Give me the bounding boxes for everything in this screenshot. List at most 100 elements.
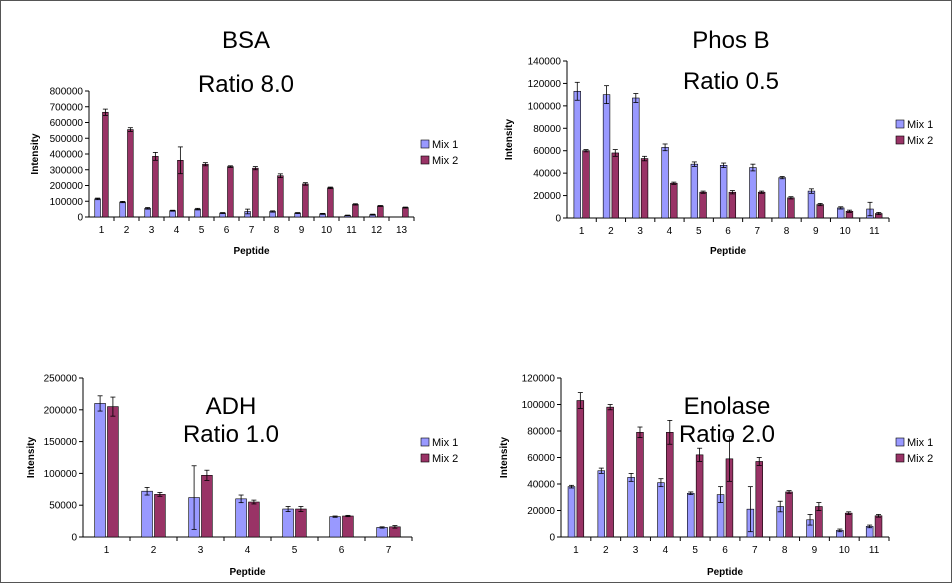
bar-mix1 <box>329 516 341 538</box>
bar-mix1 <box>144 208 151 218</box>
bar-mix1 <box>632 97 640 219</box>
chart-title: BSA <box>222 27 270 54</box>
bar-mix1 <box>749 167 757 219</box>
x-axis-label: Peptide <box>233 246 270 257</box>
bar-mix1 <box>687 492 695 538</box>
y-tick-label: 600000 <box>50 118 84 129</box>
y-tick-label: 100000 <box>528 101 562 112</box>
x-tick-label: 7 <box>752 545 758 556</box>
bar-mix2 <box>227 166 234 218</box>
x-tick-label: 3 <box>198 545 204 556</box>
x-tick-label: 11 <box>869 545 880 556</box>
x-tick-label: 6 <box>725 226 731 237</box>
bar-mix1 <box>778 177 786 219</box>
y-tick-label: 0 <box>71 533 77 544</box>
y-tick-label: 60000 <box>533 146 561 157</box>
bar-mix2 <box>277 175 284 218</box>
y-tick-label: 40000 <box>527 480 555 491</box>
bar-mix1 <box>141 490 153 538</box>
y-tick-label: 400000 <box>50 150 84 161</box>
x-tick-label: 6 <box>339 545 345 556</box>
legend-label: Mix 2 <box>907 135 933 147</box>
x-tick-label: 5 <box>692 545 698 556</box>
y-tick-label: 100000 <box>44 469 78 480</box>
x-tick-label: 2 <box>603 545 609 556</box>
x-tick-label: 9 <box>299 225 305 236</box>
x-tick-label: 8 <box>782 545 788 556</box>
bar-mix2 <box>699 191 707 219</box>
y-tick-label: 500000 <box>50 134 84 145</box>
bar-mix2 <box>102 111 109 218</box>
y-tick-label: 80000 <box>533 124 561 135</box>
chart-subtitle: Ratio 1.0 <box>183 421 279 448</box>
bar-mix2 <box>402 207 409 218</box>
x-tick-label: 1 <box>104 545 110 556</box>
x-tick-label: 7 <box>386 545 392 556</box>
legend-swatch-mix1 <box>895 437 905 447</box>
bar-mix1 <box>602 94 611 219</box>
legend-swatch-mix1 <box>420 437 430 447</box>
bar-mix2 <box>582 150 590 219</box>
y-tick-label: 800000 <box>50 87 84 98</box>
bar-mix1 <box>567 486 576 538</box>
bar-mix2 <box>728 191 737 219</box>
y-tick-label: 300000 <box>50 165 84 176</box>
y-tick-label: 150000 <box>44 437 78 448</box>
legend-label: Mix 1 <box>432 139 458 151</box>
x-tick-label: 4 <box>663 545 669 556</box>
x-tick-label: 11 <box>346 225 357 236</box>
bar-mix2 <box>342 515 354 538</box>
x-tick-label: 4 <box>245 545 251 556</box>
legend-swatch-mix2 <box>420 155 430 165</box>
y-tick-label: 0 <box>549 533 555 544</box>
legend-label: Mix 2 <box>907 453 933 465</box>
y-axis-label: Intensity <box>499 437 510 479</box>
x-tick-label: 6 <box>224 225 230 236</box>
y-axis-label: Intensity <box>504 119 515 161</box>
chart-title: Phos B <box>692 27 769 54</box>
chart-subtitle: Ratio 8.0 <box>198 71 294 98</box>
legend-label: Mix 1 <box>432 437 458 449</box>
legend-label: Mix 2 <box>432 155 458 167</box>
bar-mix2 <box>670 182 678 219</box>
x-tick-label: 9 <box>812 545 818 556</box>
chart-panel-1: BSA Ratio 8.0 0 100000 200000 300000 400000 500… <box>30 27 458 257</box>
bar-mix1 <box>282 508 294 538</box>
y-tick-label: 0 <box>555 214 561 225</box>
bar-mix1 <box>719 164 728 219</box>
bar-mix2 <box>606 406 614 538</box>
bar-mix2 <box>302 183 309 218</box>
bar-mix2 <box>295 508 307 538</box>
y-axis-label: Intensity <box>26 437 37 479</box>
x-axis-label: Peptide <box>229 567 266 578</box>
bar-mix2 <box>785 491 793 538</box>
x-axis-label: Peptide <box>707 567 744 578</box>
bar-mix1 <box>597 470 606 538</box>
x-tick-label: 5 <box>199 225 205 236</box>
bar-mix2 <box>757 191 766 219</box>
y-tick-label: 20000 <box>533 191 561 202</box>
legend-swatch-mix1 <box>420 139 430 149</box>
bar-mix2 <box>755 461 763 538</box>
x-tick-label: 2 <box>151 545 157 556</box>
bar-mix2 <box>202 163 209 218</box>
bar-mix2 <box>127 129 134 218</box>
x-tick-label: 4 <box>667 226 673 237</box>
x-tick-label: 3 <box>149 225 155 236</box>
x-tick-label: 1 <box>99 225 105 236</box>
bar-mix2 <box>666 432 674 538</box>
bar-mix1 <box>376 527 388 538</box>
x-axis-label: Peptide <box>710 246 747 257</box>
x-tick-label: 11 <box>869 226 880 237</box>
bar-mix2 <box>201 475 213 538</box>
legend-swatch-mix1 <box>895 119 905 129</box>
y-tick-label: 140000 <box>528 57 562 68</box>
bar-mix2 <box>352 204 359 218</box>
y-tick-label: 200000 <box>50 181 84 192</box>
y-tick-label: 100000 <box>50 197 84 208</box>
y-tick-label: 60000 <box>527 453 555 464</box>
